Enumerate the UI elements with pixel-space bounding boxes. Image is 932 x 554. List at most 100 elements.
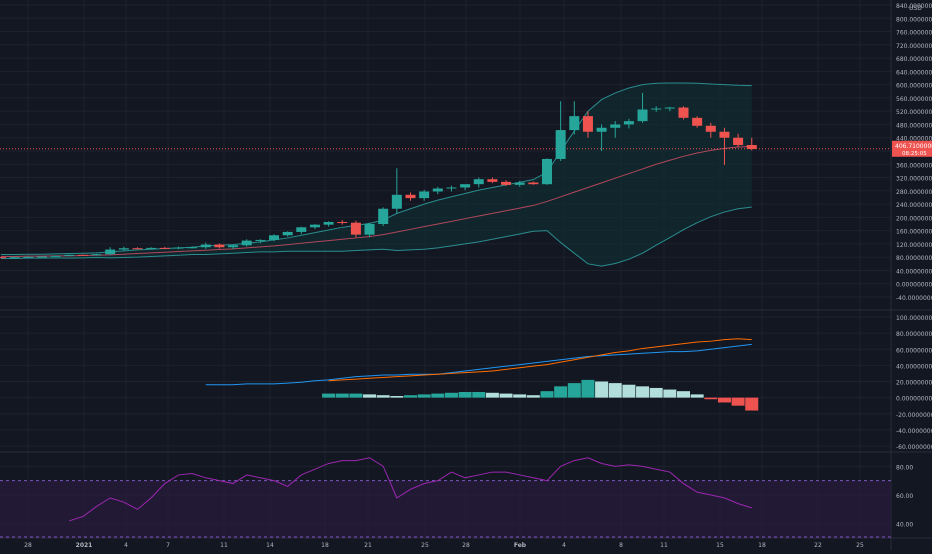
- macd-histogram-bar[interactable]: [745, 397, 759, 411]
- macd-histogram-bar[interactable]: [335, 393, 349, 398]
- macd-histogram-bar[interactable]: [581, 379, 595, 398]
- candle-body[interactable]: [323, 222, 334, 225]
- candle-body[interactable]: [623, 121, 634, 125]
- candle-body[interactable]: [664, 107, 675, 109]
- candle-body[interactable]: [514, 182, 525, 185]
- macd-histogram-bar[interactable]: [404, 395, 417, 398]
- candle-body[interactable]: [719, 131, 730, 138]
- candle-body[interactable]: [487, 179, 498, 182]
- candle-body[interactable]: [91, 254, 102, 256]
- macd-histogram-bar[interactable]: [472, 391, 486, 398]
- candle-body[interactable]: [391, 194, 402, 209]
- candle-body[interactable]: [200, 244, 211, 248]
- candle-body[interactable]: [23, 256, 34, 258]
- macd-line: [205, 343, 752, 386]
- candle-body[interactable]: [77, 254, 88, 256]
- macd-axis-label: 100.00000000: [896, 315, 932, 322]
- macd-histogram-bar[interactable]: [376, 395, 390, 398]
- candle-body[interactable]: [50, 255, 61, 257]
- macd-histogram-bar[interactable]: [622, 384, 636, 398]
- candle-body[interactable]: [228, 245, 239, 248]
- macd-histogram-bar[interactable]: [499, 393, 513, 398]
- candle-body[interactable]: [733, 137, 744, 146]
- current-price-value: 406.71000000: [895, 143, 932, 150]
- macd-histogram-bar[interactable]: [717, 397, 731, 403]
- candle-body[interactable]: [610, 124, 621, 128]
- candle-body[interactable]: [132, 248, 143, 250]
- candle-body[interactable]: [705, 125, 716, 132]
- price-axis-label: 680.00000000: [896, 56, 932, 63]
- macd-histogram-bar[interactable]: [513, 394, 527, 398]
- candle-body[interactable]: [692, 117, 703, 126]
- macd-histogram-bar[interactable]: [649, 387, 663, 398]
- candle-body[interactable]: [432, 188, 443, 192]
- candle-body[interactable]: [473, 179, 484, 185]
- candle-body[interactable]: [637, 109, 648, 122]
- macd-histogram-bar[interactable]: [390, 396, 404, 398]
- candle-body[interactable]: [378, 208, 389, 224]
- candle-body[interactable]: [337, 222, 348, 224]
- candle-body[interactable]: [241, 240, 252, 246]
- macd-histogram-bar[interactable]: [417, 394, 431, 398]
- macd-histogram-bar[interactable]: [595, 381, 609, 398]
- candle-body[interactable]: [269, 235, 279, 240]
- rsi-axis-label: 40.00: [896, 522, 913, 529]
- candle-body[interactable]: [105, 249, 116, 255]
- macd-histogram-bar[interactable]: [540, 391, 554, 398]
- candle-body[interactable]: [460, 184, 471, 188]
- candle-body[interactable]: [528, 182, 539, 185]
- macd-histogram-bar[interactable]: [663, 389, 677, 398]
- candle-body[interactable]: [187, 247, 198, 249]
- candle-body[interactable]: [173, 247, 184, 249]
- macd-histogram-bar[interactable]: [431, 393, 445, 398]
- macd-histogram-bar[interactable]: [322, 393, 336, 398]
- macd-histogram-bar[interactable]: [444, 392, 458, 398]
- time-axis-label: 25: [421, 542, 429, 549]
- candle-body[interactable]: [678, 107, 689, 118]
- candle-body[interactable]: [350, 222, 361, 235]
- candle-body[interactable]: [255, 239, 266, 241]
- macd-histogram-bar[interactable]: [567, 383, 581, 398]
- macd-histogram-bar[interactable]: [554, 386, 568, 398]
- candle-body[interactable]: [146, 247, 157, 249]
- macd-histogram-bar[interactable]: [704, 397, 718, 400]
- macd-histogram-bar[interactable]: [690, 394, 704, 398]
- candle-body[interactable]: [296, 227, 307, 232]
- candle-body[interactable]: [282, 231, 293, 236]
- candle-body[interactable]: [214, 244, 225, 248]
- macd-histogram-bar[interactable]: [636, 386, 650, 398]
- candle-body[interactable]: [542, 158, 552, 185]
- candle-body[interactable]: [36, 256, 47, 258]
- time-axis-label: 8: [619, 542, 623, 549]
- candle-body[interactable]: [309, 224, 320, 228]
- candle-body[interactable]: [118, 248, 129, 250]
- candle-body[interactable]: [364, 224, 375, 235]
- candle-body[interactable]: [0, 257, 6, 259]
- macd-histogram-bar[interactable]: [731, 397, 745, 406]
- candle-body[interactable]: [446, 187, 457, 189]
- macd-histogram-bar[interactable]: [349, 393, 363, 398]
- candle-body[interactable]: [746, 145, 757, 150]
- candle-body[interactable]: [64, 254, 75, 256]
- macd-histogram-bar[interactable]: [485, 392, 499, 398]
- price-axis-label: 0.00000000: [896, 282, 932, 289]
- time-axis-label: 4: [562, 542, 566, 549]
- candle-body[interactable]: [501, 181, 512, 185]
- candle-body[interactable]: [582, 116, 593, 132]
- candle-body[interactable]: [596, 127, 607, 132]
- candle-body[interactable]: [651, 108, 662, 110]
- macd-histogram-bar[interactable]: [458, 391, 472, 398]
- candle-body[interactable]: [555, 130, 566, 159]
- macd-histogram-bar[interactable]: [526, 395, 540, 398]
- macd-histogram-bar[interactable]: [608, 383, 622, 398]
- candle-body[interactable]: [159, 247, 170, 249]
- macd-histogram-bar[interactable]: [677, 391, 690, 398]
- candle-body[interactable]: [405, 194, 416, 199]
- candle-body[interactable]: [569, 116, 580, 131]
- time-axis-label: 11: [660, 542, 668, 549]
- candle-body[interactable]: [419, 191, 430, 199]
- candle-body[interactable]: [9, 257, 20, 259]
- macd-histogram-bar[interactable]: [363, 394, 377, 398]
